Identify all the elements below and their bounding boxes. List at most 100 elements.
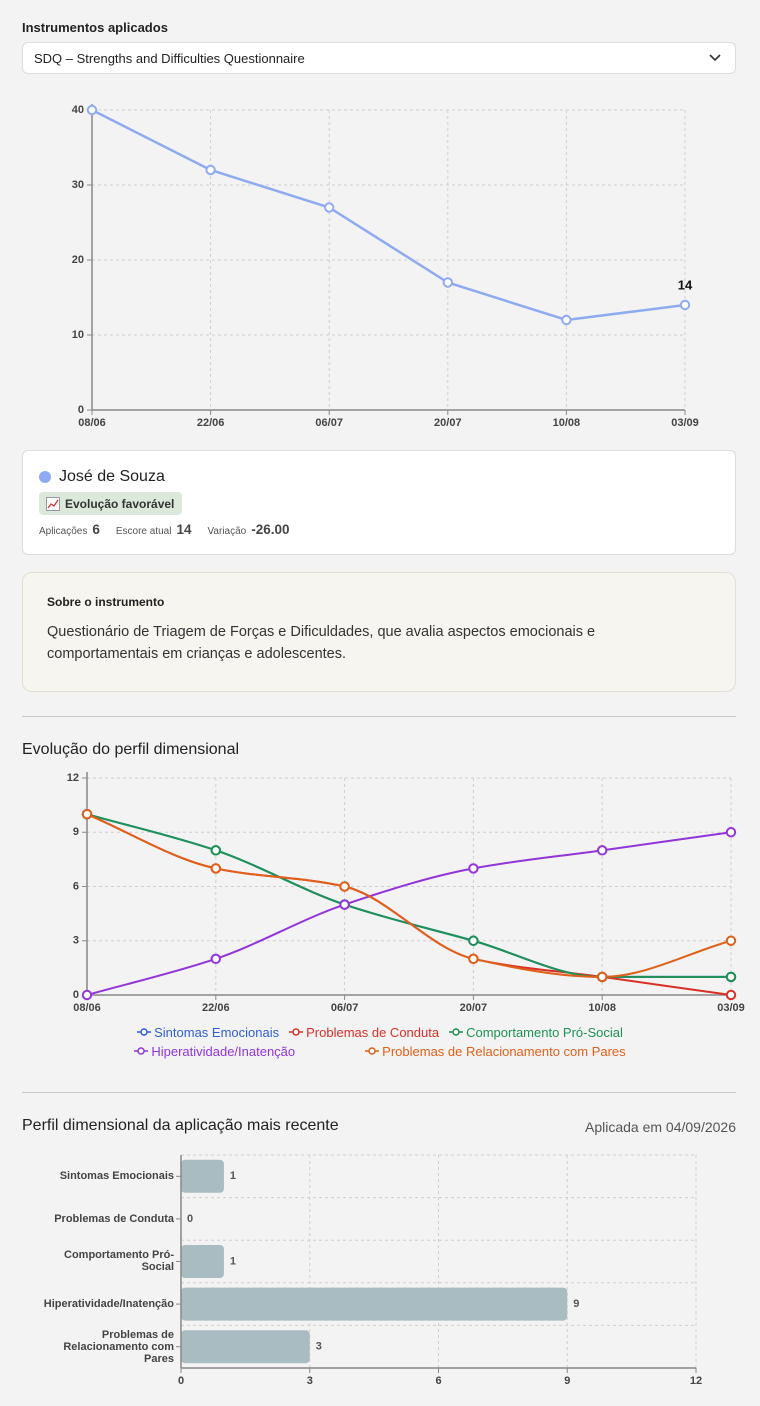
x-tick-label: 22/06 (202, 1002, 230, 1014)
series-line (86, 831, 732, 996)
x-tick-label: 03/09 (717, 1002, 745, 1014)
data-label: 9 (573, 1298, 579, 1310)
data-label: 1 (230, 1170, 236, 1182)
data-point (561, 314, 572, 326)
stat-value: -26.00 (251, 522, 290, 537)
legend: Sintomas Emocionais Problemas de Conduta C… (30, 1024, 730, 1059)
legend-icon (289, 1028, 304, 1036)
bar (181, 1330, 310, 1364)
legend-icon (134, 1047, 149, 1055)
data-point (210, 845, 222, 856)
data-point (597, 845, 608, 856)
bar (181, 1245, 224, 1278)
legend-swatch (140, 1028, 148, 1036)
x-tick-label: 22/06 (197, 417, 225, 429)
x-tick-label: 20/07 (434, 417, 462, 429)
instrument-select[interactable]: SDQ – Strengths and Difficulties Questio… (22, 42, 736, 74)
stat-value: 6 (92, 522, 100, 537)
stat-label: Variação (207, 526, 247, 537)
x-tick-label: 0 (178, 1375, 184, 1387)
section-title: Evolução do perfil dimensional (22, 741, 240, 758)
divider (22, 1092, 736, 1093)
x-tick-label: 6 (435, 1375, 441, 1387)
y-tick-label: 10 (72, 329, 84, 341)
y-tick-label: Comportamento Pró-Social (64, 1249, 174, 1274)
data-point (468, 863, 479, 874)
y-tick-label: Problemas de Relacionamento com Pares (63, 1328, 174, 1365)
divider (22, 716, 736, 717)
y-tick-label: 3 (73, 935, 79, 947)
x-tick-label: 3 (307, 1375, 313, 1387)
y-tick-label: 40 (72, 104, 84, 116)
selected-instrument: SDQ – Strengths and Difficulties Questio… (34, 51, 305, 66)
data-point (725, 935, 737, 946)
legend-item: Sintomas Emocionais (137, 1024, 279, 1040)
data-label: 0 (187, 1213, 193, 1225)
patient-name: José de Souza (59, 468, 165, 485)
y-tick-label: Sintomas Emocionais (59, 1170, 174, 1183)
x-tick-label: 10/08 (588, 1002, 616, 1014)
data-point (86, 104, 98, 116)
legend-label: Problemas de Conduta (306, 1024, 440, 1040)
chevron (709, 54, 721, 62)
series-line (86, 813, 732, 978)
data-point (324, 202, 335, 213)
x-tick-label: 10/08 (553, 417, 581, 429)
legend-swatch (137, 1047, 146, 1055)
data-point (468, 935, 479, 946)
data-point (339, 899, 350, 910)
legend-item: Comportamento Pró-Social (449, 1024, 623, 1040)
status-text: Evolução favorável (65, 496, 175, 511)
y-tick-label: 0 (73, 989, 79, 1001)
legend-icon (449, 1028, 464, 1036)
legend-label: Problemas de Relacionamento com Pares (382, 1043, 626, 1059)
x-tick-label: 06/07 (331, 1002, 359, 1014)
patient-dot (39, 471, 51, 483)
x-tick-label: 9 (564, 1375, 570, 1387)
legend-item: Problemas de Relacionamento com Pares (365, 1043, 626, 1059)
data-point (725, 827, 737, 838)
data-label: 1 (230, 1255, 236, 1267)
data-label: 14 (678, 277, 693, 292)
patient-card: José de Souza Evolução favorável Aplicaç… (22, 450, 736, 555)
series-line (86, 813, 731, 978)
section-subtitle: Aplicada em 04/09/2026 (585, 1119, 736, 1135)
data-point (210, 953, 222, 965)
about-text: Questionário de Triagem de Forças e Difi… (47, 624, 596, 662)
data-point (205, 164, 216, 176)
y-tick-label: 6 (73, 880, 79, 892)
x-tick-label: 20/07 (460, 1002, 488, 1014)
data-point (339, 881, 350, 892)
instruments-label: Instrumentos aplicados (22, 20, 168, 35)
legend-label: Hiperatividade/Inatenção (151, 1043, 296, 1059)
x-tick-label: 03/09 (671, 417, 699, 429)
data-point (210, 863, 222, 874)
y-tick-label: 30 (72, 179, 84, 191)
x-tick-label: 08/06 (73, 1002, 101, 1014)
stats: Aplicações 6 Escore atual 14 Variação -26.00 (39, 522, 290, 537)
legend-label: Sintomas Emocionais (154, 1024, 280, 1040)
y-tick-label: Hiperatividade/Inatenção (43, 1298, 174, 1311)
about-box: Sobre o instrumento Questionário de Tria… (22, 572, 736, 692)
data-point (442, 277, 453, 288)
status-badge: Evolução favorável (39, 492, 183, 515)
data-point (81, 989, 93, 1001)
y-tick-label: 0 (78, 404, 84, 416)
x-tick-label: 12 (690, 1375, 702, 1387)
legend-icon (365, 1047, 380, 1055)
data-point (597, 971, 608, 983)
y-tick-label: 20 (72, 254, 84, 266)
data-point (725, 989, 737, 1001)
data-point (725, 971, 737, 983)
about-title: Sobre o instrumento (47, 595, 165, 609)
data-point (81, 808, 93, 820)
y-tick-label: 9 (73, 826, 79, 838)
trend-icon (46, 496, 60, 511)
legend-item: Hiperatividade/Inatenção (134, 1043, 295, 1059)
y-tick-label: Problemas de Conduta (54, 1212, 174, 1225)
stat-label: Escore atual (115, 526, 172, 537)
section-title: Perfil dimensional da aplicação mais rec… (22, 1117, 339, 1134)
data-point (679, 299, 691, 311)
legend-item: Problemas de Conduta (289, 1024, 439, 1040)
